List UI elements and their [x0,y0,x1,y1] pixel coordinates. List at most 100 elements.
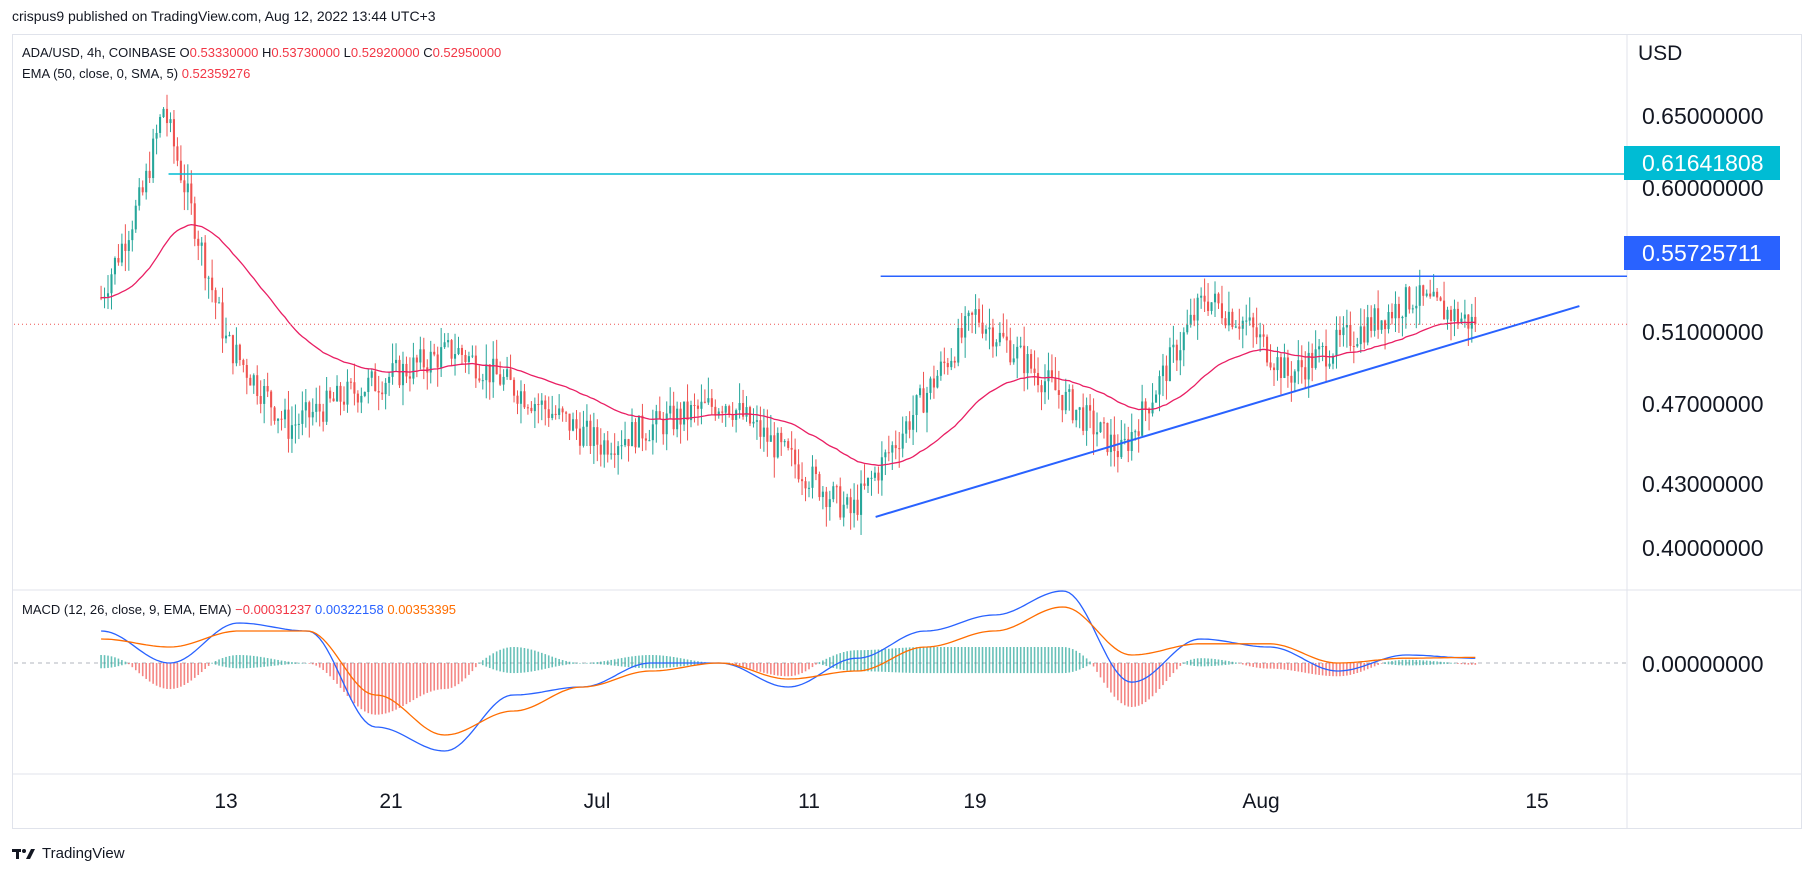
candle-body [110,274,113,294]
macd-histogram-bar [1075,650,1078,671]
macd-histogram-bar [967,647,970,674]
macd-histogram-bar [239,655,241,669]
candle-body [1307,352,1310,380]
macd-histogram-bar [617,658,619,667]
macd-histogram-bar [1009,647,1012,674]
candle-body [585,420,588,427]
candle-body [315,403,318,412]
macd-histogram-bar [759,663,762,672]
candle-body [735,410,738,420]
macd-histogram-bar [808,663,810,670]
macd-histogram-bar [1457,663,1459,664]
candle-body [780,432,783,443]
candle-body [669,405,672,414]
candle-body [835,486,838,488]
candle-body [224,335,228,339]
candle-body [360,395,363,403]
macd-histogram-bar [953,647,956,674]
macd-histogram-bar [877,649,880,672]
candle-body [1078,407,1081,410]
macd-histogram-bar [995,647,998,674]
candle-body [273,407,276,421]
macd-histogram-bar [187,663,189,683]
macd-histogram-bar [620,658,623,667]
candle-body [391,363,394,377]
candle-body [1387,311,1390,330]
macd-histogram-bar [180,663,182,687]
macd-histogram-bar [978,647,980,674]
macd-histogram-bar [1120,663,1123,704]
candle-body [342,401,346,405]
candle-body [1033,368,1036,373]
macd-histogram-bar [443,663,446,690]
candle-body [447,340,450,343]
candle-body [1068,389,1071,392]
macd-histogram-bar [999,647,1001,674]
candle-body [790,447,793,450]
macd-histogram-bar [388,663,390,713]
candle-body [481,380,484,382]
macd-histogram-bar [343,663,345,692]
candle-body [915,395,918,416]
macd-histogram-bar [950,647,953,674]
macd-histogram-bar [894,648,897,673]
candle-body [124,243,127,251]
macd-histogram-bar [1432,661,1435,665]
macd-histogram-bar [606,660,609,665]
candle-body [179,160,182,181]
candle-body [1390,311,1394,319]
macd-histogram-bar [1137,663,1140,706]
macd-histogram-bar [1474,663,1477,665]
macd-histogram-bar [1422,660,1425,666]
candle-body [1213,293,1217,303]
candle-body [637,415,640,448]
candle-body [290,425,293,439]
macd-histogram-bar [1269,663,1272,669]
macd-histogram-bar [679,658,682,667]
macd-histogram-bar [1425,660,1428,665]
candle-body [1050,370,1053,378]
candle-body [1106,422,1109,453]
macd-histogram-bar [1172,663,1175,674]
macd-histogram-bar [433,663,436,691]
macd-histogram-bar [134,663,137,671]
macd-histogram-bar [1471,663,1473,665]
candle-body [509,369,512,380]
candle-body [894,445,897,449]
macd-histogram-bar [627,656,630,668]
candle-body [1467,314,1470,329]
candle-body [578,428,582,446]
candle-body [901,433,904,449]
candle-body [998,332,1001,343]
macd-histogram-bar [801,663,803,674]
time-tick: Aug [1242,790,1280,813]
macd-histogram-bar [1162,663,1164,686]
macd-histogram-bar [582,662,585,664]
candle-body [419,349,422,363]
candle-body [603,440,606,455]
candle-body [1200,295,1203,298]
candle-body [1168,347,1171,382]
macd-histogram-bar [1064,647,1067,673]
footer-brand[interactable]: TradingView [12,845,125,862]
candle-body [1349,324,1352,346]
macd-histogram-bar [867,649,869,672]
candle-body [745,407,748,417]
candle-body [828,499,831,508]
macd-histogram-bar [284,661,286,665]
macd-histogram-bar [610,659,612,666]
candle-body [1408,287,1411,310]
candle-body [218,302,221,304]
macd-histogram-bar [662,655,665,668]
macd-histogram-bar [735,663,737,666]
macd-histogram-bar [1099,663,1102,678]
macd-histogram-bar [1193,658,1195,666]
macd-histogram-bar [325,663,328,673]
macd-histogram-bar [881,649,883,672]
candle-body [957,327,960,363]
macd-histogram-bar [794,663,796,676]
candle-body [256,375,259,397]
candle-body [336,385,339,402]
macd-histogram-bar [1297,663,1300,672]
